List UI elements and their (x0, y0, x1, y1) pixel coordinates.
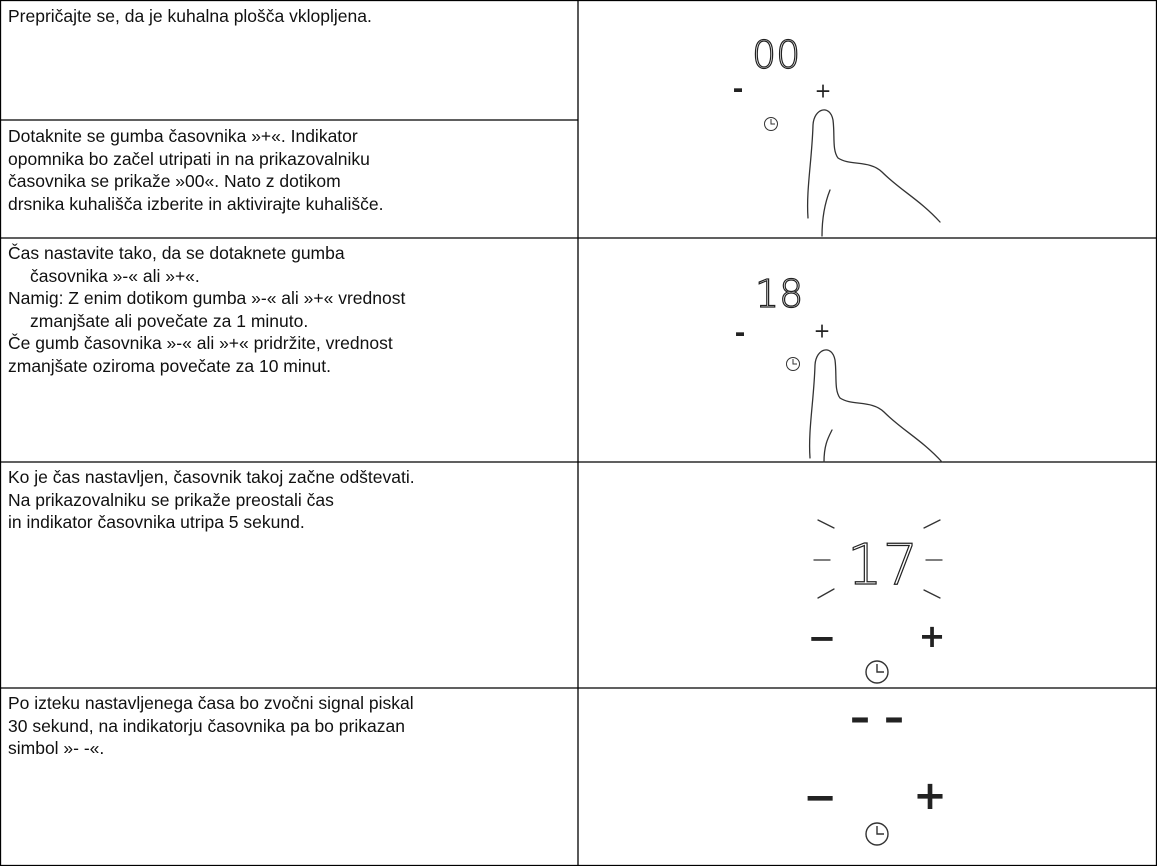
minus: − (808, 619, 837, 659)
clock-icon (865, 660, 889, 684)
line: opomnika bo začel utripati in na prikazo… (8, 148, 370, 169)
line: časovnika »-« ali »+«. (30, 265, 200, 286)
line: zmanjšate oziroma povečate za 10 minut. (8, 355, 331, 376)
step-text: Po izteku nastavljenega časa bo zvočni s… (8, 692, 573, 760)
step-text: Prepričajte se, da je kuhalna plošča vkl… (8, 5, 573, 28)
line: Ko je čas nastavljen, časovnik takoj zač… (8, 467, 415, 487)
clock-icon (865, 822, 889, 846)
clock-icon (786, 357, 800, 371)
line: Namig: Z enim dotikom gumba »-« ali »+« … (8, 288, 406, 309)
line: in indikator časovnika utripa 5 sekund. (8, 512, 305, 533)
step-text: Čas nastavite tako, da se dotaknete gumb… (8, 242, 573, 378)
plus: + (919, 617, 946, 655)
minus: - (735, 319, 746, 349)
display: 17 (847, 533, 918, 598)
plus: + (913, 773, 947, 819)
line: simbol »- -«. (8, 738, 105, 759)
line: Dotaknite se gumba časovnika »+«. Indika… (8, 126, 358, 146)
display: 18 (755, 272, 803, 316)
flash-lines (813, 519, 943, 599)
line: Po izteku nastavljenega časa bo zvočni s… (8, 693, 414, 713)
display: – – (850, 695, 904, 741)
line: časovnika se prikaže »00«. Nato z dotiko… (8, 171, 341, 192)
step-text: Ko je čas nastavljen, časovnik takoj zač… (8, 466, 573, 534)
line: Če gumb časovnika »-« ali »+« pridržite,… (8, 333, 393, 354)
line: zmanjšate ali povečate za 1 minuto. (30, 310, 309, 331)
step-text: Dotaknite se gumba časovnika »+«. Indika… (8, 125, 573, 215)
line: 30 sekund, na indikatorju časovnika pa b… (8, 715, 405, 736)
minus: − (803, 775, 837, 821)
line: Čas nastavite tako, da se dotaknete gumb… (8, 243, 345, 263)
plus: + (815, 79, 832, 103)
line: Na prikazovalniku se prikaže preostali č… (8, 489, 334, 510)
minus: - (733, 75, 744, 105)
display: 00 (752, 33, 800, 77)
hand (808, 349, 943, 463)
clock-icon (764, 117, 778, 131)
line: drsnika kuhališča izberite in aktivirajt… (8, 193, 384, 214)
plus: + (814, 319, 831, 343)
line: Prepričajte se, da je kuhalna plošča vkl… (8, 6, 372, 26)
hand (806, 109, 941, 237)
